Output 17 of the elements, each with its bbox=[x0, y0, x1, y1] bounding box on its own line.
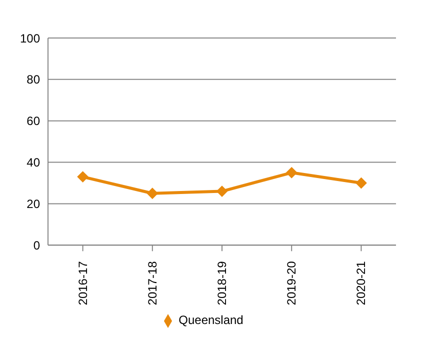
x-tick-label: 2016-17 bbox=[76, 260, 90, 306]
point bbox=[356, 178, 367, 189]
y-tick-label: 40 bbox=[26, 156, 40, 170]
x-tick-label: 2020-21 bbox=[354, 260, 368, 306]
y-tick-label: 100 bbox=[20, 31, 40, 46]
x-tick-label: 2017-18 bbox=[145, 260, 160, 306]
point bbox=[216, 186, 228, 197]
x-tick-label: 2019-20 bbox=[284, 260, 299, 306]
y-tick-label: 60 bbox=[26, 114, 40, 128]
y-tick-label: 20 bbox=[26, 196, 40, 211]
point bbox=[77, 171, 88, 182]
point bbox=[286, 167, 298, 178]
legend-label: Queensland bbox=[178, 313, 244, 328]
point bbox=[146, 188, 158, 199]
x-tick-label: 2018-19 bbox=[215, 260, 229, 306]
y-tick-label: 80 bbox=[26, 72, 40, 87]
y-tick-label: 0 bbox=[33, 238, 40, 252]
